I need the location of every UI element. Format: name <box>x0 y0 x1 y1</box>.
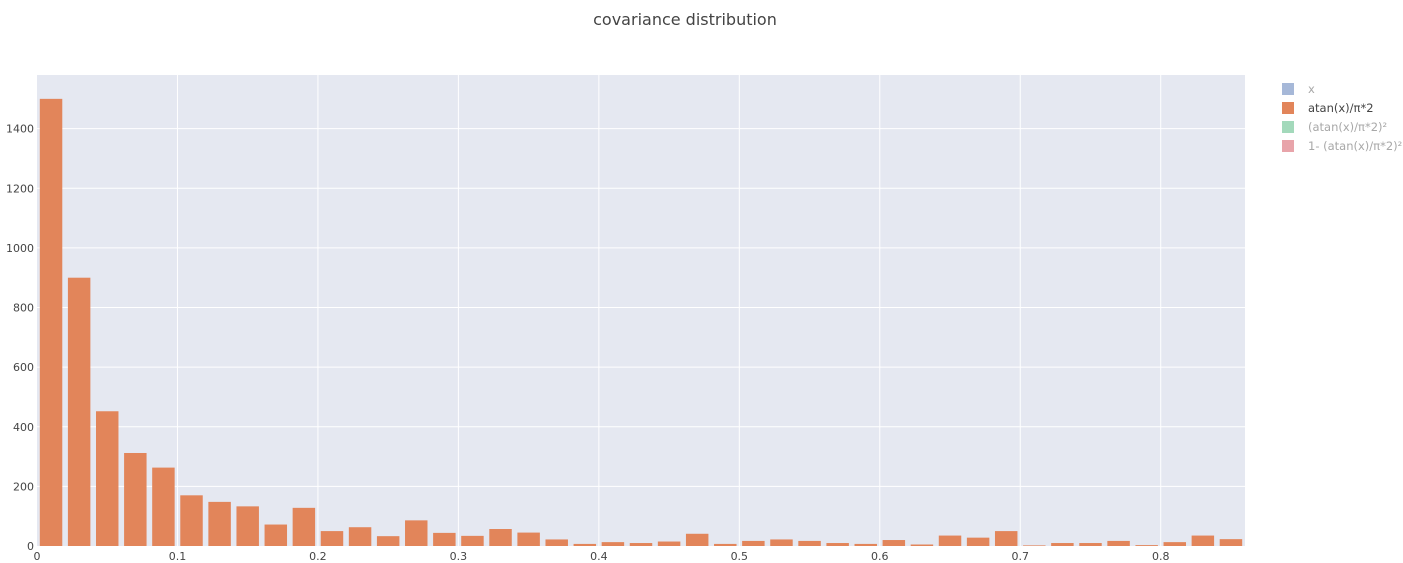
y-axis: 0 200 400 600 800 1000 1200 1400 <box>6 123 34 553</box>
legend-swatch <box>1282 102 1294 114</box>
histogram-bar[interactable] <box>39 98 63 547</box>
histogram-bar[interactable] <box>938 535 962 546</box>
legend-swatch <box>1282 140 1294 152</box>
histogram-bar[interactable] <box>376 536 400 546</box>
legend-label: atan(x)/π*2 <box>1308 101 1374 115</box>
legend-swatch <box>1282 121 1294 133</box>
histogram-bar[interactable] <box>348 527 372 546</box>
histogram-bar[interactable] <box>1191 535 1215 546</box>
histogram-bar[interactable] <box>320 531 344 546</box>
histogram-bar[interactable] <box>292 507 316 546</box>
histogram-bar[interactable] <box>489 529 512 546</box>
histogram-bar[interactable] <box>629 543 653 546</box>
x-tick-label: 0.5 <box>731 550 749 563</box>
y-tick-label: 800 <box>13 302 34 315</box>
legend-item[interactable]: (atan(x)/π*2)² <box>1282 120 1387 134</box>
histogram-bar[interactable] <box>714 543 737 546</box>
legend-item[interactable]: 1- (atan(x)/π*2)² <box>1282 139 1402 153</box>
y-tick-label: 0 <box>27 540 34 553</box>
y-tick-label: 600 <box>13 361 34 374</box>
histogram-bar[interactable] <box>1079 543 1102 546</box>
legend: x atan(x)/π*2 (atan(x)/π*2)² 1- (atan(x)/π*… <box>1282 82 1402 153</box>
histogram-bar[interactable] <box>966 537 990 546</box>
x-tick-label: 0.2 <box>309 550 327 563</box>
y-tick-label: 200 <box>13 480 34 493</box>
legend-label: (atan(x)/π*2)² <box>1308 120 1387 134</box>
histogram-bar[interactable] <box>1163 542 1187 546</box>
histogram-bar[interactable] <box>264 524 288 546</box>
plot-area[interactable] <box>37 75 1245 546</box>
x-tick-label: 0.8 <box>1152 550 1170 563</box>
histogram-bar[interactable] <box>1023 545 1046 546</box>
histogram-bar[interactable] <box>910 544 934 546</box>
histogram-bar[interactable] <box>208 501 231 546</box>
x-tick-label: 0 <box>34 550 41 563</box>
histogram-bar[interactable] <box>124 452 147 546</box>
bars <box>39 98 1243 547</box>
y-tick-label: 1000 <box>6 242 34 255</box>
x-axis: 0 0.1 0.2 0.3 0.4 0.5 0.6 0.7 0.8 <box>34 550 1170 563</box>
histogram-bar[interactable] <box>770 539 793 546</box>
x-tick-label: 0.3 <box>450 550 468 563</box>
histogram-bar[interactable] <box>152 467 175 546</box>
histogram-bar[interactable] <box>1107 540 1130 546</box>
histogram-bar[interactable] <box>882 540 906 546</box>
histogram-bar[interactable] <box>573 543 597 546</box>
chart-title: covariance distribution <box>593 10 777 29</box>
histogram-bar[interactable] <box>545 539 568 546</box>
histogram-bar[interactable] <box>461 535 484 546</box>
histogram-bar[interactable] <box>826 543 849 546</box>
histogram-bar[interactable] <box>994 531 1018 546</box>
x-tick-label: 0.6 <box>871 550 889 563</box>
histogram-bar[interactable] <box>601 542 625 546</box>
histogram-bar[interactable] <box>405 520 428 546</box>
y-tick-label: 1400 <box>6 123 34 136</box>
histogram-bar[interactable] <box>95 411 119 546</box>
legend-swatch <box>1282 83 1294 95</box>
histogram-bar[interactable] <box>236 506 259 546</box>
x-tick-label: 0.4 <box>590 550 608 563</box>
histogram-bar[interactable] <box>1135 545 1158 546</box>
gridlines <box>37 75 1245 546</box>
histogram-bar[interactable] <box>67 277 91 546</box>
histogram-bar[interactable] <box>657 541 681 546</box>
legend-label: x <box>1308 82 1315 96</box>
histogram-bar[interactable] <box>517 532 540 546</box>
histogram-bar[interactable] <box>685 533 709 546</box>
y-tick-label: 1200 <box>6 182 34 195</box>
histogram-bar[interactable] <box>433 532 456 546</box>
legend-item[interactable]: atan(x)/π*2 <box>1282 101 1374 115</box>
x-tick-label: 0.1 <box>169 550 187 563</box>
histogram-bar[interactable] <box>854 543 877 546</box>
histogram-bar[interactable] <box>742 540 765 546</box>
histogram-bar[interactable] <box>1219 539 1243 546</box>
legend-item[interactable]: x <box>1282 82 1315 96</box>
y-tick-label: 400 <box>13 421 34 434</box>
histogram-bar[interactable] <box>1051 543 1074 546</box>
x-tick-label: 0.7 <box>1012 550 1030 563</box>
histogram-bar[interactable] <box>180 495 203 546</box>
histogram-bar[interactable] <box>798 540 821 546</box>
legend-label: 1- (atan(x)/π*2)² <box>1308 139 1402 153</box>
